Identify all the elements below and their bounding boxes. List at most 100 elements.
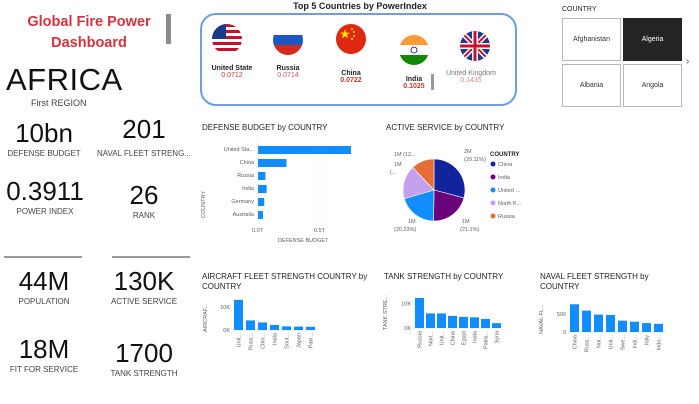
legend-label: Russia <box>498 214 516 220</box>
aircraft-ylabel: AIRCRAF... <box>203 303 209 332</box>
slicer-option-afghanistan[interactable]: Afghanistan <box>562 18 621 61</box>
defense-category-label: Germany <box>231 199 254 205</box>
bar <box>270 324 279 330</box>
kpi-rank: 26 RANK <box>112 180 176 220</box>
title-divider <box>166 14 171 44</box>
country-name: United State <box>211 65 253 72</box>
legend-label: North K... <box>498 201 522 207</box>
kpi-naval-fleet: 201 NAVAL FLEET STRENG... <box>96 114 192 158</box>
naval-fleet-chart[interactable]: NAVAL FL... 500 0 China Russ... Nor... Unit..… <box>536 296 686 360</box>
aircraft-chart-title: AIRCRAFT FLEET STRENGTH COUNTRY by COUNT… <box>202 272 368 291</box>
bar <box>258 322 267 330</box>
kpi-label: NAVAL FLEET STRENG... <box>97 149 191 158</box>
top5-item-india: India 0.1025 <box>393 76 435 90</box>
kpi-tank-strength: 1700 TANK STRENGTH <box>104 338 184 378</box>
defense-category-label: Australia <box>233 212 255 218</box>
bar <box>294 326 303 330</box>
pie-label-1m-b-pct: (20.23%) <box>394 227 416 233</box>
bar <box>594 314 603 332</box>
kpi-label: ACTIVE SERVICE <box>110 297 178 306</box>
defense-ylabel: COUNTRY <box>201 191 207 218</box>
top5-item-usa: United State 0.0712 <box>204 65 260 79</box>
bar <box>606 314 615 332</box>
card-scrollbar[interactable] <box>431 74 434 90</box>
pie-legend-title: COUNTRY <box>490 152 519 158</box>
region-label: First REGION <box>31 98 87 108</box>
defense-category-label: Russia <box>237 173 255 179</box>
category-label: Russ... <box>249 333 255 351</box>
kpi-fit-for-service: 18M FIT FOR SERVICE <box>4 334 84 374</box>
country-power-index: 0.1025 <box>403 83 425 90</box>
category-label: Unit... <box>440 331 446 346</box>
uk-flag-icon <box>460 31 490 61</box>
legend-label: India <box>498 175 511 181</box>
kpi-label: POPULATION <box>18 297 70 306</box>
category-label: Indi... <box>633 335 639 349</box>
bar <box>306 326 315 330</box>
category-label: Syria <box>495 330 501 343</box>
category-label: Paki... <box>309 333 315 349</box>
category-label: Nort... <box>429 331 435 346</box>
ytick-label: 10K <box>220 305 230 311</box>
category-label: Egypt <box>462 331 468 346</box>
bar <box>642 323 651 332</box>
bar <box>582 310 591 332</box>
bar <box>415 297 424 328</box>
kpi-label: POWER INDEX <box>16 207 74 216</box>
naval-chart-title: NAVAL FLEET STRENGTH by COUNTRY <box>540 272 649 291</box>
pie-label-1m-c: 1M <box>462 219 470 225</box>
kpi-value: 1700 <box>115 338 173 368</box>
bar <box>426 313 435 328</box>
category-label: Swe... <box>621 335 627 351</box>
category-label: Nor... <box>597 335 603 349</box>
category-label: India <box>473 330 479 343</box>
kpi-value: 130K <box>113 266 175 296</box>
bar <box>481 319 490 328</box>
slicer-option-albania[interactable]: Albania <box>562 64 621 107</box>
defense-budget-chart[interactable]: COUNTRY United Sta... China Russia India Ger… <box>196 138 376 248</box>
pie-label-1m-a: 1M <box>394 162 402 168</box>
bar <box>618 320 627 332</box>
country-power-index: 0.1435 <box>460 77 482 84</box>
chevron-right-icon[interactable]: › <box>686 56 690 67</box>
kpi-label: RANK <box>132 211 156 220</box>
category-label: Russia <box>418 330 424 348</box>
defense-bar <box>258 198 265 206</box>
country-power-index: 0.0722 <box>340 77 362 84</box>
bar <box>459 316 468 328</box>
usa-flag-icon <box>212 24 242 54</box>
defense-bar <box>258 185 267 193</box>
bar <box>437 313 446 328</box>
tank-strength-chart[interactable]: TANK STRE... 10K 0K Russia Nort... Unit... Ch… <box>380 290 525 356</box>
legend-label: United ... <box>498 188 520 194</box>
category-label: China <box>451 330 457 345</box>
kpi-active-service: 130K ACTIVE SERVICE <box>104 266 184 306</box>
pie-label-1m-c-pct: (21.1%) <box>460 227 479 233</box>
legend-swatch <box>490 200 496 206</box>
defense-xtick-1: 0.5T <box>314 228 326 234</box>
active-chart-title: ACTIVE SERVICE by COUNTRY <box>386 123 505 132</box>
defense-category-label: United Sta... <box>224 147 255 153</box>
pie-slice <box>412 158 435 191</box>
aircraft-fleet-chart[interactable]: AIRCRAF... 10K 0K Unit... Russ... Chin... Ind… <box>200 294 330 356</box>
pie-label-1m-a-pct: (... <box>390 170 397 176</box>
defense-bar <box>258 159 287 167</box>
slicer-option-angola[interactable]: Angola <box>623 64 682 107</box>
kpi-value: 10bn <box>15 118 73 148</box>
category-label: Sout... <box>285 333 291 349</box>
kpi-value: 44M <box>18 266 70 296</box>
ytick-label: 0 <box>563 330 566 336</box>
region-value: AFRICA <box>6 62 123 97</box>
category-label: India <box>273 332 279 345</box>
legend-swatch <box>490 174 496 180</box>
kpi-population: 44M POPULATION <box>4 266 84 306</box>
bar <box>282 326 291 330</box>
active-service-pie-chart[interactable]: 1M (12... 1M (... 2M (29.11%) 1M (20.23%… <box>370 134 545 244</box>
bar <box>470 317 479 328</box>
defense-category-label: China <box>240 160 255 166</box>
slicer-option-algeria[interactable]: Algeria <box>623 18 682 61</box>
legend-swatch <box>490 213 496 219</box>
kpi-value: 18M <box>18 334 70 364</box>
top5-title: Top 5 Countries by PowerIndex <box>293 1 427 11</box>
category-label: Unit... <box>609 335 615 350</box>
